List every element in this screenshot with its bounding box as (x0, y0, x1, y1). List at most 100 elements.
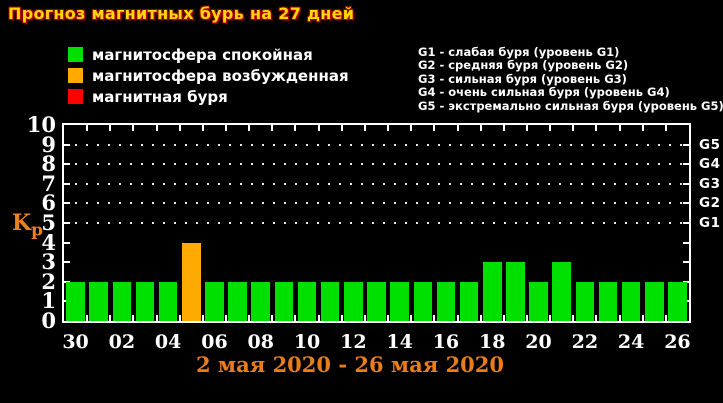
y-tick-mark (683, 163, 689, 166)
legend-item-label: магнитосфера спокойная (92, 45, 313, 64)
y-tick-mark (64, 241, 70, 244)
x-tick-mark (387, 315, 390, 321)
x-tick-mark (86, 315, 89, 321)
x-tick-mark (664, 125, 667, 131)
x-axis-date-label: 08 (247, 331, 274, 353)
x-tick-mark (86, 125, 89, 131)
storm-level-g1: G1 - слабая буря (уровень G1) (418, 45, 620, 59)
x-axis-date-label: 10 (293, 331, 321, 353)
gridline-kp-6 (64, 202, 689, 205)
kp-bar-day-17 (459, 281, 479, 321)
kp-bar-day-19 (506, 262, 525, 321)
storm-level-g2: G2 - средняя буря (уровень G2) (418, 58, 629, 73)
excited-color-swatch (68, 68, 83, 83)
x-tick-mark (271, 125, 274, 131)
y-axis-tick-label: 8 (41, 151, 56, 177)
x-tick-mark (549, 315, 552, 321)
date-range-subtitle: 2 мая 2020 - 26 мая 2020 (195, 352, 505, 377)
x-tick-mark (294, 125, 297, 131)
gridline-kp-5 (64, 222, 689, 224)
kp-bar-chart-plot-area (62, 123, 691, 323)
x-tick-mark (340, 125, 343, 131)
g-scale-label-g3: G3 (699, 175, 721, 192)
x-tick-mark (155, 125, 158, 131)
x-tick-mark (225, 125, 228, 131)
g-scale-label-g4: G4 (699, 156, 721, 173)
x-axis-date-label: 02 (108, 331, 136, 353)
x-tick-mark (410, 125, 413, 131)
y-tick-mark (64, 261, 70, 264)
kp-bar-day-22 (575, 281, 595, 321)
kp-bar-day-09 (274, 281, 294, 321)
x-tick-mark (456, 125, 459, 131)
x-tick-mark (201, 125, 204, 131)
kp-bar-day-16 (436, 281, 456, 321)
x-tick-mark (340, 315, 343, 321)
x-axis-date-label: 18 (479, 331, 506, 353)
x-tick-mark (641, 315, 644, 321)
kp-bar-day-14 (390, 281, 409, 321)
y-axis-label-base: K (12, 210, 32, 236)
x-tick-mark (271, 315, 274, 321)
x-tick-mark (525, 125, 528, 131)
x-tick-mark (294, 315, 297, 321)
kp-bar-day-21 (552, 262, 571, 321)
x-tick-mark (178, 315, 181, 321)
y-tick-mark (683, 261, 689, 264)
y-tick-mark (64, 143, 70, 146)
x-tick-mark (317, 125, 320, 131)
x-tick-mark (479, 125, 482, 131)
kp-bar-day-05 (182, 242, 201, 321)
gridline-kp-7 (64, 182, 689, 185)
x-tick-mark (502, 125, 505, 131)
legend-item-storm: магнитная буря (68, 87, 349, 106)
x-tick-mark (225, 315, 228, 321)
g-scale-label-g2: G2 (699, 195, 721, 212)
kp-bar-day-24 (621, 281, 641, 321)
y-tick-mark (64, 182, 70, 185)
y-tick-mark (64, 202, 70, 205)
x-axis-date-label: 04 (154, 331, 182, 353)
x-tick-mark (109, 125, 112, 131)
y-axis-label-sub: p (31, 220, 44, 241)
x-tick-mark (479, 315, 482, 321)
legend-item-label: магнитосфера возбужденная (92, 66, 349, 85)
legend-item-quiet: магнитосфера спокойная (68, 45, 349, 64)
x-axis-date-label: 14 (386, 331, 413, 353)
x-tick-mark (178, 125, 181, 131)
x-tick-mark (572, 125, 575, 131)
y-tick-mark (683, 222, 689, 224)
x-tick-mark (618, 125, 621, 131)
x-tick-mark (363, 315, 366, 321)
y-tick-mark (683, 182, 689, 185)
kp-bar-day-30 (66, 281, 85, 321)
y-tick-mark (683, 143, 689, 146)
legend-item-label: магнитная буря (92, 87, 228, 106)
y-axis-tick-label: 6 (41, 190, 56, 216)
kp-bar-day-07 (228, 281, 247, 321)
y-axis-tick-label: 1 (41, 288, 56, 314)
x-tick-mark (502, 315, 505, 321)
gridline-kp-8 (64, 163, 689, 166)
x-tick-mark (248, 315, 251, 321)
y-tick-mark (683, 241, 689, 244)
x-axis-date-label: 12 (340, 331, 367, 353)
x-axis-date-label: 20 (525, 331, 552, 353)
y-axis-tick-label: 10 (26, 112, 56, 137)
y-axis-label: Kp (12, 210, 43, 240)
x-axis-date-label: 26 (664, 331, 691, 353)
x-tick-mark (410, 315, 413, 321)
y-axis-tick-label: 2 (41, 268, 56, 294)
x-tick-mark (363, 125, 366, 131)
x-tick-mark (525, 315, 528, 321)
x-tick-mark (317, 315, 320, 321)
legend: магнитосфера спокойная магнитосфера возб… (68, 45, 349, 110)
x-tick-mark (595, 125, 598, 131)
x-tick-mark (387, 125, 390, 131)
kp-bar-day-06 (205, 281, 224, 321)
y-axis-tick-label: 5 (41, 210, 56, 235)
x-axis-date-label: 06 (201, 331, 228, 353)
storm-level-g3: G3 - сильная буря (уровень G3) (418, 71, 627, 86)
x-tick-mark (664, 315, 667, 321)
x-tick-mark (572, 315, 575, 321)
